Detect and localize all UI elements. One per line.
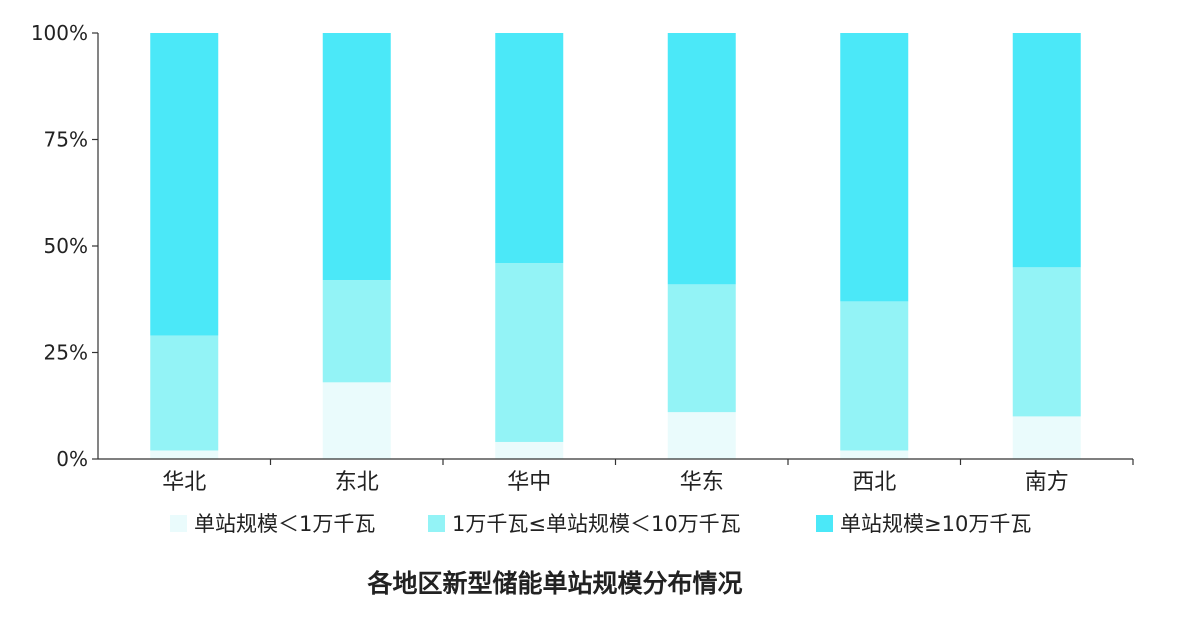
bar-segment-3 [150,33,219,336]
bar-segment-3 [1012,33,1081,268]
x-category-label: 东北 [335,470,379,495]
bar-segment-2 [150,335,219,451]
legend-label: 单站规模≥10万千瓦 [840,512,1031,536]
x-category-labels: 华北 东北 华中 华东 西北 南方 [162,459,1134,495]
x-category-label: 华中 [507,470,551,495]
bar-segment-2 [1012,267,1081,417]
x-category-label: 华东 [680,470,724,495]
bar-segment-2 [840,301,909,451]
bar-segment-3 [667,33,736,285]
bar-segment-1 [495,441,564,459]
legend-swatch [816,515,833,532]
bars-layer [150,33,1081,459]
bar-segment-3 [840,33,909,302]
y-tick-label: 75% [44,128,88,152]
legend: 单站规模＜1万千瓦 1万千瓦≤单站规模＜10万千瓦 单站规模≥10万千瓦 [170,512,1031,536]
bar-segment-3 [322,33,391,281]
y-tick-label: 50% [44,234,88,258]
bar-segment-1 [322,382,391,459]
bar-segment-1 [150,450,219,459]
x-category-label: 南方 [1025,470,1069,495]
y-tick-label: 25% [44,341,88,365]
x-category-label: 华北 [162,470,206,495]
y-tick-labels: 0% 25% 50% 75% 100% [31,21,98,471]
axes-layer [97,33,1133,460]
chart-title: 各地区新型储能单站规模分布情况 [366,569,742,598]
bar-segment-1 [1012,416,1081,459]
bar-segment-1 [840,450,909,459]
bar-segment-1 [667,412,736,459]
bar-segment-2 [667,284,736,413]
bar-segment-2 [495,263,564,442]
x-category-label: 西北 [852,470,896,495]
y-tick-label: 100% [31,21,88,45]
bar-segment-2 [322,280,391,383]
legend-swatch [170,515,187,532]
bar-segment-3 [495,33,564,264]
legend-label: 1万千瓦≤单站规模＜10万千瓦 [452,512,741,536]
y-tick-label: 0% [56,447,88,471]
legend-swatch [428,515,445,532]
legend-label: 单站规模＜1万千瓦 [194,512,375,536]
